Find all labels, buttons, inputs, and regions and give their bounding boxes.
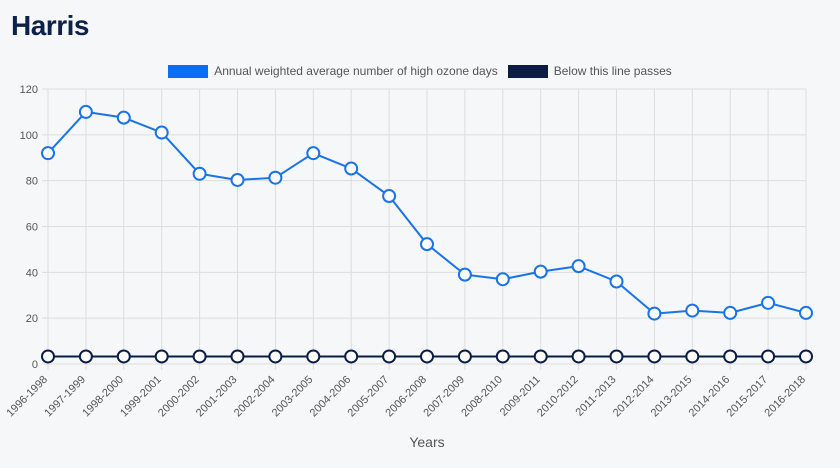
data-point-high-ozone-days[interactable]: [685, 303, 700, 318]
data-point-high-ozone-days[interactable]: [420, 237, 434, 252]
legend-item-passing-line[interactable]: Below this line passes: [507, 64, 672, 78]
data-point-passing-line[interactable]: [647, 349, 662, 364]
data-point-passing-line[interactable]: [268, 349, 283, 364]
y-tick-label: 0: [32, 359, 38, 371]
data-point-passing-line[interactable]: [230, 349, 245, 364]
y-tick-label: 120: [20, 84, 38, 96]
data-point-high-ozone-days[interactable]: [761, 295, 776, 310]
data-point-passing-line[interactable]: [344, 349, 359, 364]
data-point-passing-line[interactable]: [41, 349, 55, 364]
data-point-high-ozone-days[interactable]: [457, 267, 472, 282]
data-point-high-ozone-days[interactable]: [41, 146, 55, 161]
data-point-passing-line[interactable]: [799, 349, 813, 364]
data-point-high-ozone-days[interactable]: [230, 172, 245, 187]
data-point-passing-line[interactable]: [154, 349, 169, 364]
y-tick-label: 20: [26, 313, 38, 325]
x-tick-label: 2010-2012: [535, 374, 581, 420]
data-point-passing-line[interactable]: [495, 349, 510, 364]
data-point-passing-line[interactable]: [723, 349, 738, 364]
data-point-passing-line[interactable]: [420, 349, 434, 364]
data-point-passing-line[interactable]: [533, 349, 548, 364]
data-point-high-ozone-days[interactable]: [723, 305, 738, 320]
data-point-high-ozone-days[interactable]: [192, 166, 207, 181]
grid-layer: [42, 88, 807, 370]
data-point-passing-line[interactable]: [116, 349, 131, 364]
data-point-high-ozone-days[interactable]: [799, 305, 813, 320]
legend-swatch-high-ozone-days: [168, 64, 209, 78]
y-tick-label: 40: [26, 267, 38, 279]
data-point-passing-line[interactable]: [761, 349, 776, 364]
chart-legend: Annual weighted average number of high o…: [0, 64, 840, 78]
data-point-passing-line[interactable]: [192, 349, 207, 364]
x-tick-label: 2008-2010: [459, 374, 505, 420]
data-point-passing-line[interactable]: [382, 349, 397, 364]
x-tick-label: 2016-2018: [762, 374, 808, 420]
legend-swatch-passing-line: [507, 64, 548, 78]
data-point-high-ozone-days[interactable]: [268, 170, 283, 185]
data-point-passing-line[interactable]: [306, 349, 321, 364]
y-tick-label: 60: [26, 222, 38, 234]
data-point-high-ozone-days[interactable]: [609, 274, 624, 289]
data-point-high-ozone-days[interactable]: [495, 272, 510, 287]
legend-label-passing-line: Below this line passes: [553, 64, 672, 78]
data-point-passing-line[interactable]: [685, 349, 700, 364]
legend-label-high-ozone-days: Annual weighted average number of high o…: [214, 64, 498, 78]
data-point-high-ozone-days[interactable]: [344, 161, 359, 176]
data-point-high-ozone-days[interactable]: [78, 104, 93, 119]
legend-item-high-ozone-days[interactable]: Annual weighted average number of high o…: [168, 64, 498, 78]
y-tick-label: 80: [26, 176, 38, 188]
data-point-passing-line[interactable]: [457, 349, 472, 364]
data-point-passing-line[interactable]: [571, 349, 586, 364]
data-point-high-ozone-days[interactable]: [154, 125, 169, 140]
data-point-passing-line[interactable]: [78, 349, 93, 364]
data-point-high-ozone-days[interactable]: [647, 306, 662, 321]
data-point-high-ozone-days[interactable]: [382, 189, 397, 204]
data-point-high-ozone-days[interactable]: [533, 264, 548, 279]
x-axis-title: Years: [409, 434, 444, 450]
axis-layer: 0204060801001201996-19981997-19991998-20…: [4, 84, 808, 419]
series-layer: [41, 104, 813, 364]
page-title: Harris: [11, 10, 89, 41]
data-point-high-ozone-days[interactable]: [571, 259, 586, 274]
data-point-high-ozone-days[interactable]: [116, 110, 131, 125]
y-tick-label: 100: [20, 130, 38, 142]
data-point-high-ozone-days[interactable]: [306, 146, 321, 161]
data-point-passing-line[interactable]: [609, 349, 624, 364]
